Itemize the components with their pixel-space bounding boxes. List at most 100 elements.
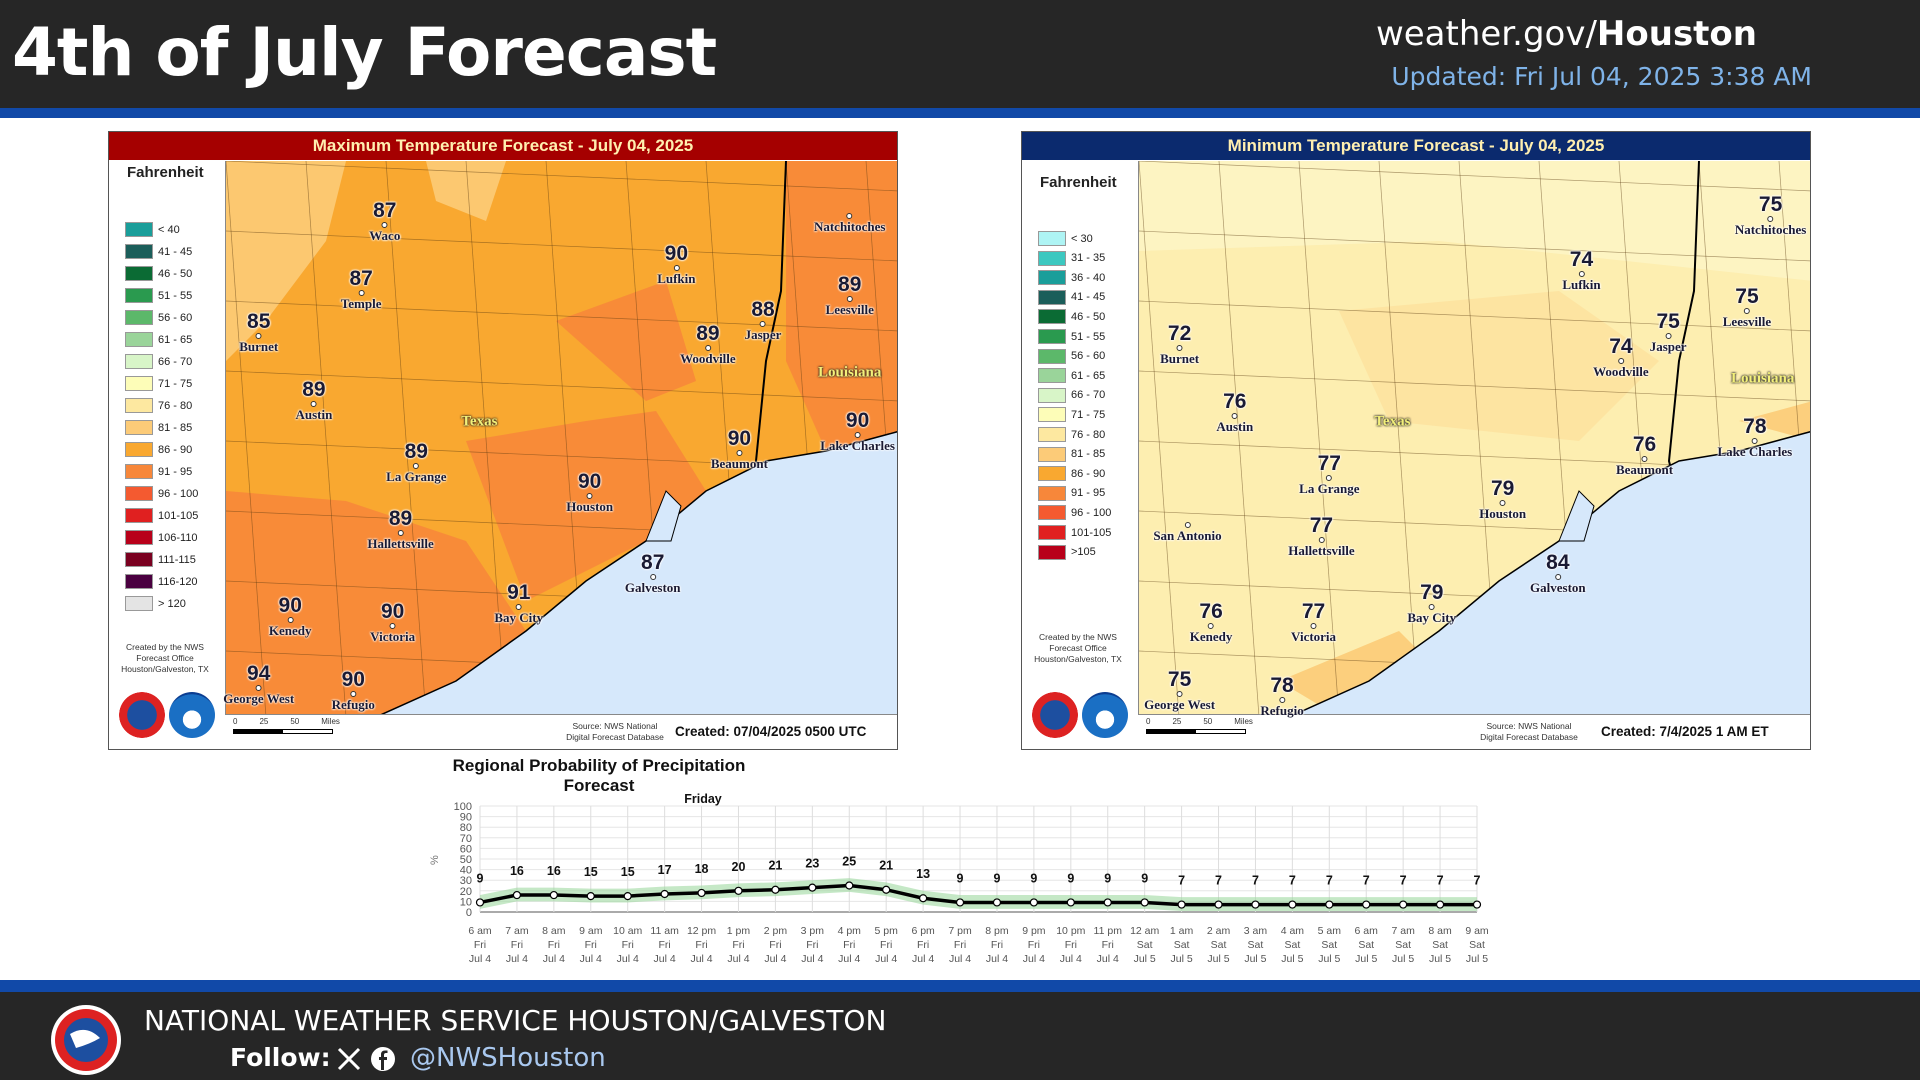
data-point <box>697 888 706 898</box>
legend-label: 66 - 70 <box>158 355 193 368</box>
x-tick-label: Jul 5 <box>1392 953 1414 965</box>
data-source: Source: NWS National Digital Forecast Da… <box>566 721 664 742</box>
city-name: Jasper <box>1649 338 1687 354</box>
county-line <box>226 300 897 332</box>
legend-item: 81 - 85 <box>125 420 192 435</box>
legend-item: 71 - 75 <box>125 376 192 391</box>
scale-label: Miles <box>1234 717 1253 726</box>
data-point <box>1399 900 1408 909</box>
data-label: 9 <box>1030 871 1037 885</box>
y-tick-label: 0 <box>466 907 472 919</box>
legend-swatch <box>1038 387 1066 403</box>
y-tick-label: 60 <box>460 843 472 855</box>
city-dot <box>1743 308 1750 315</box>
x-tick-label: Sat <box>1174 939 1190 951</box>
y-tick-label: 90 <box>460 812 472 824</box>
x-tick-label: Jul 4 <box>1097 953 1119 965</box>
x-tick-label: Sat <box>1395 939 1411 951</box>
map-shapes <box>1139 161 1810 714</box>
data-label: 9 <box>477 871 484 885</box>
temp-zone <box>1739 401 1810 441</box>
facebook-icon[interactable] <box>370 1046 396 1072</box>
city-temp: 89 <box>302 377 326 401</box>
x-tick-label: Jul 5 <box>1318 953 1340 965</box>
social-handle[interactable]: @NWSHouston <box>410 1043 606 1073</box>
x-tick-label: Sat <box>1137 939 1153 951</box>
legend-label: 96 - 100 <box>158 487 199 500</box>
city-marker: 78 Lake Charles <box>1717 416 1792 458</box>
site-link[interactable]: weather.gov/Houston <box>1376 14 1757 54</box>
x-tick-label: Jul 4 <box>580 953 602 965</box>
legend-item: < 30 <box>1038 231 1093 246</box>
x-tick-label: Jul 4 <box>654 953 676 965</box>
legend-label: 111-115 <box>158 553 196 566</box>
x-tick-label: 6 am <box>1355 925 1379 937</box>
data-point <box>623 891 632 901</box>
x-tick-label: Jul 5 <box>1281 953 1303 965</box>
legend-item: 61 - 65 <box>125 332 192 347</box>
legend-label: >105 <box>1071 546 1096 559</box>
x-tick-label: Jul 4 <box>1023 953 1045 965</box>
y-tick-label: 100 <box>454 801 472 813</box>
data-label: 15 <box>584 865 598 879</box>
x-tick-label: Sat <box>1432 939 1448 951</box>
city-temp: 87 <box>349 266 373 290</box>
city-name: Lufkin <box>1562 277 1601 293</box>
city-marker: 89 Leesville <box>826 274 874 316</box>
county-line <box>1139 300 1810 332</box>
city-temp: 90 <box>380 599 405 623</box>
noaa-logo-icon <box>1082 692 1128 738</box>
x-tick-label: 7 am <box>1391 925 1415 937</box>
legend-label: 56 - 60 <box>1071 350 1106 363</box>
x-tick-label: Fri <box>880 939 892 951</box>
x-tick-label: 6 pm <box>911 925 935 937</box>
x-tick-label: 9 am <box>1465 925 1489 937</box>
city-marker: 77 La Grange <box>1299 453 1359 495</box>
state-label: Texas <box>461 413 498 430</box>
city-marker: 79 Bay City <box>1407 582 1456 624</box>
city-marker: 77 Hallettsville <box>1288 515 1354 557</box>
data-label: 20 <box>732 860 746 874</box>
city-temp: 76 <box>1199 599 1223 623</box>
temperature-map <box>1138 161 1810 715</box>
legend-item: 86 - 90 <box>1038 466 1105 482</box>
temp-zone <box>1279 631 1429 714</box>
nws-logo-icon <box>119 692 165 738</box>
data-label: 18 <box>695 862 709 876</box>
city-temp: 89 <box>696 322 720 346</box>
x-tick-label: Sat <box>1358 939 1374 951</box>
legend-label: 46 - 50 <box>1071 310 1106 323</box>
x-social-icon[interactable] <box>336 1046 362 1072</box>
city-temp: 88 <box>751 297 775 321</box>
x-tick-label: Fri <box>622 939 634 951</box>
state-label: Louisiana <box>818 364 882 381</box>
x-tick-label: Sat <box>1469 939 1485 951</box>
scale-bar: 0 25 50 Miles <box>1146 717 1253 734</box>
x-tick-label: 5 pm <box>875 925 899 937</box>
legend-swatch <box>1038 466 1066 482</box>
legend-swatch <box>1038 329 1066 344</box>
x-tick-label: 9 pm <box>1022 925 1046 937</box>
legend-item: 66 - 70 <box>1038 387 1105 403</box>
x-tick-label: Fri <box>1065 939 1077 951</box>
footer-bar <box>0 992 1920 1080</box>
city-name: Victoria <box>1291 628 1337 644</box>
city-dot <box>1326 474 1333 481</box>
x-tick-label: Jul 4 <box>1060 953 1082 965</box>
city-marker: 89 Woodville <box>680 323 736 365</box>
legend-item: 46 - 50 <box>1038 309 1106 325</box>
legend-label: 101-105 <box>158 509 199 522</box>
city-marker: 90 Houston <box>566 471 613 513</box>
scale-label: 25 <box>1172 717 1182 726</box>
temp-zone <box>226 161 346 361</box>
x-tick-label: Jul 4 <box>986 953 1008 965</box>
y-tick-label: 40 <box>460 865 472 877</box>
legend-swatch <box>125 310 153 325</box>
city-temp: 74 <box>1569 248 1594 272</box>
x-tick-label: 2 am <box>1207 925 1231 937</box>
data-label: 9 <box>993 871 1000 885</box>
x-tick-label: Fri <box>659 939 671 951</box>
legend-item: 46 - 50 <box>125 266 192 281</box>
uncertainty-band <box>480 878 1477 911</box>
x-tick-label: Fri <box>806 939 818 951</box>
